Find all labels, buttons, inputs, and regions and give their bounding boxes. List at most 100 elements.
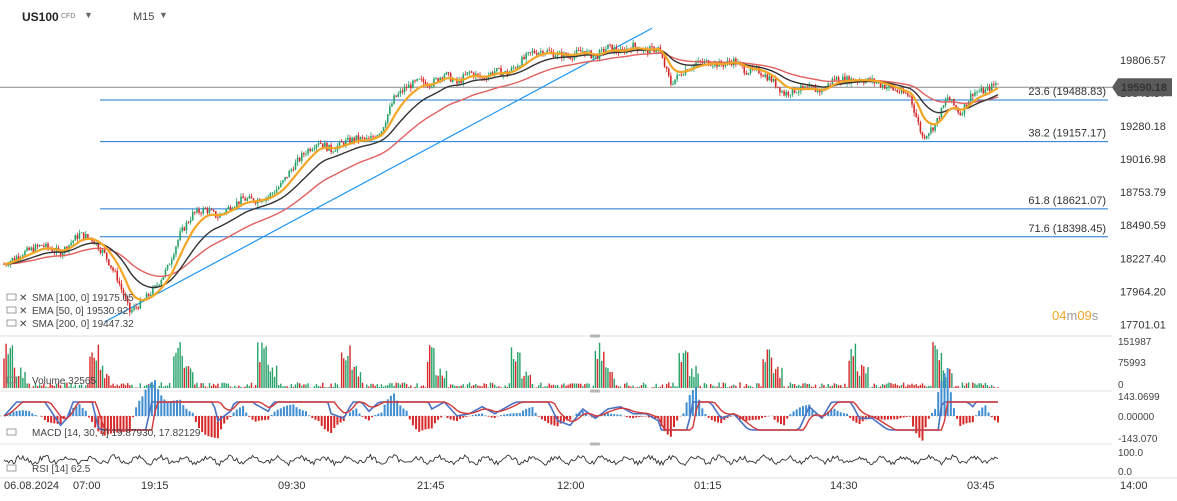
candle-body	[164, 269, 167, 276]
volume-bar	[565, 385, 567, 388]
candle-body	[829, 83, 832, 85]
macd-histogram-bar	[776, 416, 779, 423]
volume-bar	[615, 385, 618, 388]
legend-settings-icon[interactable]	[6, 306, 17, 314]
legend-remove-icon[interactable]: ✕	[19, 306, 27, 317]
volume-bar	[699, 385, 701, 388]
volume-bar	[997, 387, 999, 388]
candle-body	[588, 50, 590, 52]
volume-settings-icon[interactable]	[6, 376, 17, 384]
candle-body	[397, 93, 400, 97]
legend-settings-icon[interactable]	[6, 319, 17, 327]
candle-body	[489, 72, 492, 76]
macd-histogram-bar	[490, 416, 493, 418]
candle-body	[254, 201, 257, 204]
volume-bar	[431, 347, 433, 388]
pane-resize-handle[interactable]	[590, 442, 600, 446]
macd-histogram-bar	[912, 416, 915, 427]
volume-bar	[535, 387, 538, 388]
legend-remove-icon[interactable]: ✕	[19, 293, 27, 304]
volume-bar	[900, 385, 903, 388]
volume-bar	[85, 385, 87, 388]
timeframe-selector[interactable]: M15	[133, 11, 155, 23]
candle-body	[351, 137, 353, 144]
symbol-label[interactable]: US100	[22, 10, 59, 24]
volume-bar	[22, 377, 24, 388]
macd-histogram-bar	[974, 415, 977, 416]
pane-resize-handle[interactable]	[590, 334, 600, 338]
volume-bar	[561, 384, 563, 388]
macd-histogram-bar	[430, 416, 433, 429]
macd-histogram-bar	[481, 413, 484, 416]
macd-histogram-bar	[896, 416, 899, 420]
macd-histogram-bar	[503, 414, 506, 416]
candle-body	[804, 86, 806, 88]
candle-body	[372, 136, 374, 137]
candle-body	[946, 97, 949, 101]
volume-bar	[74, 384, 76, 388]
legend-remove-icon[interactable]: ✕	[19, 319, 27, 330]
volume-bar	[221, 382, 223, 388]
macd-histogram-bar	[484, 415, 487, 416]
candle-body	[951, 99, 953, 101]
candle-body	[435, 78, 437, 79]
volume-bar	[414, 386, 416, 388]
volume-bar	[529, 374, 532, 388]
volume-bar	[554, 385, 557, 388]
volume-bar	[961, 382, 964, 388]
timeframe-dropdown-chevron-icon[interactable]: ▼	[159, 10, 168, 20]
macd-histogram-bar	[122, 416, 125, 433]
volume-bar	[437, 375, 439, 388]
volume-bar	[980, 383, 982, 388]
candle-body	[194, 211, 196, 213]
volume-bar	[930, 385, 932, 388]
macd-histogram-bar	[320, 416, 323, 426]
candle-body	[535, 53, 538, 55]
legend-settings-icon[interactable]	[6, 293, 17, 301]
volume-bar	[762, 359, 764, 388]
candle-body	[712, 65, 714, 67]
candle-body	[252, 198, 255, 202]
macd-histogram-bar	[257, 416, 260, 421]
candle-body	[957, 108, 959, 113]
candle-body	[909, 95, 911, 97]
macd-histogram-bar	[371, 416, 374, 418]
fibonacci-levels[interactable]	[100, 99, 1108, 238]
macd-settings-icon[interactable]	[6, 428, 17, 436]
candle-body	[512, 67, 515, 69]
x-tick-label: 03:45	[967, 480, 995, 492]
candle-body	[443, 74, 446, 79]
volume-bar	[338, 387, 341, 388]
candle-body	[361, 137, 364, 138]
rsi-settings-icon[interactable]	[6, 464, 17, 472]
volume-bar	[20, 367, 22, 388]
volume-bar	[449, 384, 452, 388]
x-tick-label: 06.08.2024	[4, 480, 59, 492]
macd-histogram-bar	[242, 406, 245, 416]
volume-bar	[867, 367, 869, 388]
volume-bar	[489, 382, 492, 388]
volume-bar	[479, 385, 481, 388]
trend-line[interactable]	[104, 27, 653, 323]
x-tick-label: 21:45	[417, 480, 445, 492]
volume-bar	[844, 383, 846, 388]
volume-bar	[43, 383, 45, 388]
macd-histogram-bar	[990, 416, 993, 418]
symbol-dropdown-chevron-icon[interactable]: ▼	[84, 10, 93, 20]
macd-histogram-bar	[358, 413, 361, 416]
pane-resize-handle[interactable]	[590, 389, 600, 393]
candle-body	[173, 254, 175, 260]
candle-body	[45, 243, 47, 247]
candle-body	[382, 127, 385, 132]
candle-body	[940, 107, 943, 119]
volume-bar	[504, 385, 506, 388]
volume-bar	[892, 384, 894, 388]
volume-bar	[856, 371, 859, 388]
macd-histogram-bar	[100, 416, 103, 434]
macd-histogram-bar	[279, 408, 282, 416]
volume-bar	[78, 384, 81, 388]
candle-body	[206, 208, 209, 213]
volume-bar	[254, 385, 257, 388]
volume-bar	[68, 386, 70, 388]
